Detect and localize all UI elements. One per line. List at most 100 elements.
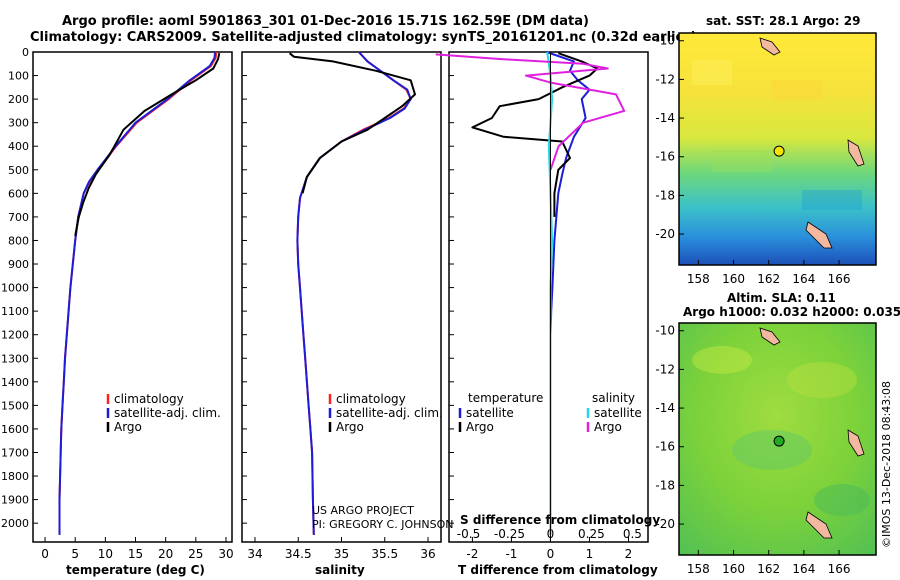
depth-tick-label: 400 (8, 140, 29, 153)
depth-tick-label: 600 (8, 187, 29, 200)
salinity-plot-frame (241, 51, 442, 543)
map-lat-tick-label: -10 (655, 34, 675, 48)
temperature-axis-label: temperature (deg C) (66, 563, 205, 577)
map-lon-tick-label: 160 (722, 562, 745, 576)
map-lat-tick-label: -12 (655, 72, 675, 86)
s-difference-tick-label: 0.25 (578, 527, 605, 541)
depth-tick-label: 500 (8, 164, 29, 177)
argo-height-title: Argo h1000: 0.032 h2000: 0.035 (683, 305, 900, 319)
salinity-tick-label: 36 (420, 547, 435, 561)
depth-tick-label: 1200 (1, 329, 29, 342)
depth-tick-label: 100 (8, 70, 29, 83)
depth-tick-label: 1400 (1, 376, 29, 389)
t-difference-tick-label: 2 (625, 547, 633, 561)
temperature-tick-label: 10 (98, 547, 113, 561)
t-difference-axis-label: T difference from climatology (458, 563, 658, 577)
sst-texture (692, 60, 862, 210)
t-difference-tick-label: -1 (505, 547, 517, 561)
map-lon-tick-label: 166 (828, 272, 851, 286)
salinity-legend-label: climatology (336, 392, 406, 406)
map-lat-tick-label: -10 (655, 324, 675, 338)
map-lat-tick-label: -20 (655, 227, 675, 241)
map-lon-tick-label: 158 (687, 272, 710, 286)
difference-plot-frame (448, 51, 649, 543)
climatology-title: Climatology: CARS2009. Satellite-adjuste… (30, 30, 697, 45)
temperature-legend-label: Argo (114, 420, 142, 434)
depth-axis: 0 100 200 300 400 500 600 700 800 900 1000 1100 1200… (1, 46, 454, 530)
depth-tick-label: 1100 (1, 305, 29, 318)
series-argo (288, 52, 416, 194)
salinity-tick-label: 35.5 (371, 547, 398, 561)
salinity-legend-label: Argo (336, 420, 364, 434)
salinity-axis-ticks: 34 34.5 35 35.5 36 (247, 537, 436, 561)
depth-tick-label: 200 (8, 93, 29, 106)
depth-tick-label: 2000 (1, 517, 29, 530)
depth-tick-label: 800 (8, 234, 29, 247)
depth-tick-label: 1600 (1, 423, 29, 436)
land-masses (759, 37, 865, 539)
difference-legend-temperature-label: satellite (466, 406, 514, 420)
project-credit: US ARGO PROJECT (312, 504, 414, 517)
difference-legend-salinity-heading: salinity (592, 391, 635, 405)
difference-legend-temperature-label: Argo (466, 420, 494, 434)
temperature-tick-label: 30 (218, 547, 233, 561)
s-difference-tick-label: -0.5 (457, 527, 480, 541)
pi-credit: PI: GREGORY C. JOHNSON (312, 518, 454, 531)
profile-charts: 0100200300400500600700800900100011001200… (1, 46, 649, 561)
depth-tick-label: 300 (8, 117, 29, 130)
temperature-plot-frame (32, 51, 233, 543)
series-climatology (58, 51, 218, 535)
temperature-legend-label: climatology (114, 392, 184, 406)
series-salinity-argo (435, 53, 626, 171)
depth-tick-label: 0 (22, 46, 29, 59)
map-lat-tick-label: -18 (655, 478, 675, 492)
map-lon-tick-label: 160 (722, 272, 745, 286)
sst-float-marker (773, 145, 785, 157)
satellite-maps: -10 -12 -14 -16 -18 -20 158 160 162 164 166 -10 -12 -… (655, 32, 877, 576)
temperature-tick-label: 0 (41, 547, 49, 561)
t-difference-tick-label: 1 (586, 547, 594, 561)
series-climatology (296, 51, 412, 535)
salinity-legend-label: satellite-adj. clim. (336, 406, 443, 420)
t-difference-tick-label: -2 (466, 547, 478, 561)
map-lat-tick-label: -16 (655, 150, 675, 164)
profile-title: Argo profile: aoml 5901863_301 01-Dec-20… (62, 14, 589, 29)
salinity-tick-label: 35 (334, 547, 349, 561)
depth-tick-label: 1300 (1, 352, 29, 365)
temperature-tick-label: 5 (71, 547, 79, 561)
map-lon-tick-label: 164 (792, 562, 815, 576)
salinity-axis-label: salinity (315, 563, 365, 577)
sla-map-title: Altim. SLA: 0.11 (727, 291, 836, 305)
map-lon-tick-label: 166 (828, 562, 851, 576)
sst-map (678, 32, 877, 266)
sst-map-title: sat. SST: 28.1 Argo: 29 (706, 14, 861, 28)
depth-tick-label: 700 (8, 211, 29, 224)
series-satellite-adj-clim- (296, 51, 412, 535)
depth-tick-label: 1000 (1, 282, 29, 295)
depth-tick-label: 1700 (1, 446, 29, 459)
temperature-tick-label: 25 (188, 547, 203, 561)
temperature-legend-label: satellite-adj. clim. (114, 406, 221, 420)
depth-tick-label: 1900 (1, 494, 29, 507)
temperature-tick-label: 15 (128, 547, 143, 561)
map-lat-tick-label: -12 (655, 362, 675, 376)
temperature-axis-ticks: 0 5 10 15 20 25 30 (41, 537, 234, 561)
difference-legend-salinity-label: satellite (594, 406, 642, 420)
s-difference-tick-label: -0.25 (494, 527, 525, 541)
series-salinity-satellite (546, 51, 554, 535)
s-difference-tick-label: 0.5 (623, 527, 642, 541)
map-lat-tick-label: -14 (655, 401, 675, 415)
difference-legend-temperature-heading: temperature (468, 391, 543, 405)
map-lat-tick-label: -18 (655, 188, 675, 202)
salinity-tick-label: 34 (247, 547, 262, 561)
series-temperature-argo (471, 52, 599, 217)
depth-tick-label: 1800 (1, 470, 29, 483)
series-satellite-adj-clim- (58, 51, 217, 535)
salinity-tick-label: 34.5 (285, 547, 312, 561)
map-lat-tick-label: -16 (655, 440, 675, 454)
t-difference-tick-label: 0 (547, 547, 555, 561)
sla-float-marker (773, 435, 785, 447)
s-difference-axis-label: S difference from climatology (460, 513, 661, 527)
